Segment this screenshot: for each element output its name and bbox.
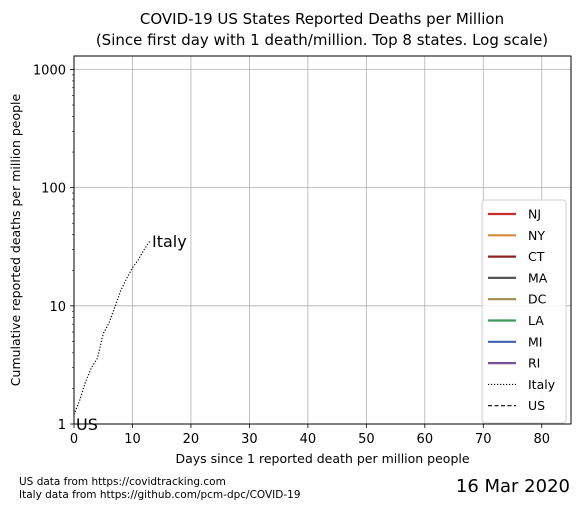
y-tick-label: 1 bbox=[58, 418, 66, 433]
footnote-us-source: US data from https://covidtracking.com bbox=[19, 476, 226, 488]
footnote-italy-source: Italy data from https://github.com/pcm-d… bbox=[19, 489, 301, 501]
chart-title: COVID-19 US States Reported Deaths per M… bbox=[140, 10, 504, 28]
y-tick-label: 10 bbox=[49, 300, 66, 315]
legend-label-dc: DC bbox=[528, 292, 547, 307]
legend-label-italy: Italy bbox=[528, 377, 556, 392]
x-tick-label: 40 bbox=[300, 432, 317, 447]
legend-label-ri: RI bbox=[528, 356, 540, 371]
x-tick-label: 10 bbox=[124, 432, 141, 447]
legend-label-ct: CT bbox=[528, 249, 545, 264]
legend-label-nj: NJ bbox=[528, 207, 541, 222]
x-tick-label: 30 bbox=[241, 432, 258, 447]
date-stamp: 16 Mar 2020 bbox=[455, 476, 570, 497]
legend: NJ NY CT MA DC LA MI RI Italy US bbox=[481, 199, 567, 424]
y-tick-label: 100 bbox=[41, 182, 66, 197]
plot-area bbox=[73, 55, 572, 425]
y-axis-label: Cumulative reported deaths per million p… bbox=[8, 93, 23, 386]
chart-subtitle: (Since first day with 1 death/million. T… bbox=[96, 31, 548, 49]
x-tick-label: 50 bbox=[358, 432, 375, 447]
legend-label-ma: MA bbox=[528, 270, 548, 285]
y-tick-label: 1000 bbox=[33, 63, 66, 78]
legend-label-la: LA bbox=[528, 313, 544, 328]
x-tick-label: 0 bbox=[70, 432, 78, 447]
legend-label-ny: NY bbox=[528, 228, 545, 243]
x-tick-label: 80 bbox=[533, 432, 550, 447]
x-tick-label: 70 bbox=[475, 432, 492, 447]
x-tick-label: 60 bbox=[417, 432, 434, 447]
legend-label-us: US bbox=[528, 398, 545, 413]
series-layer bbox=[73, 240, 151, 415]
series-line-italy bbox=[73, 240, 151, 415]
x-axis-label: Days since 1 reported death per million … bbox=[175, 451, 469, 466]
axis-ticks: 0 10 20 30 40 50 60 70 80 1 10 100 1000 bbox=[33, 63, 550, 447]
annotation-us: US bbox=[76, 415, 98, 434]
x-tick-label: 20 bbox=[183, 432, 200, 447]
annotation-italy: Italy bbox=[152, 232, 187, 251]
legend-label-mi: MI bbox=[528, 334, 542, 349]
annotations: Italy US bbox=[76, 232, 187, 434]
